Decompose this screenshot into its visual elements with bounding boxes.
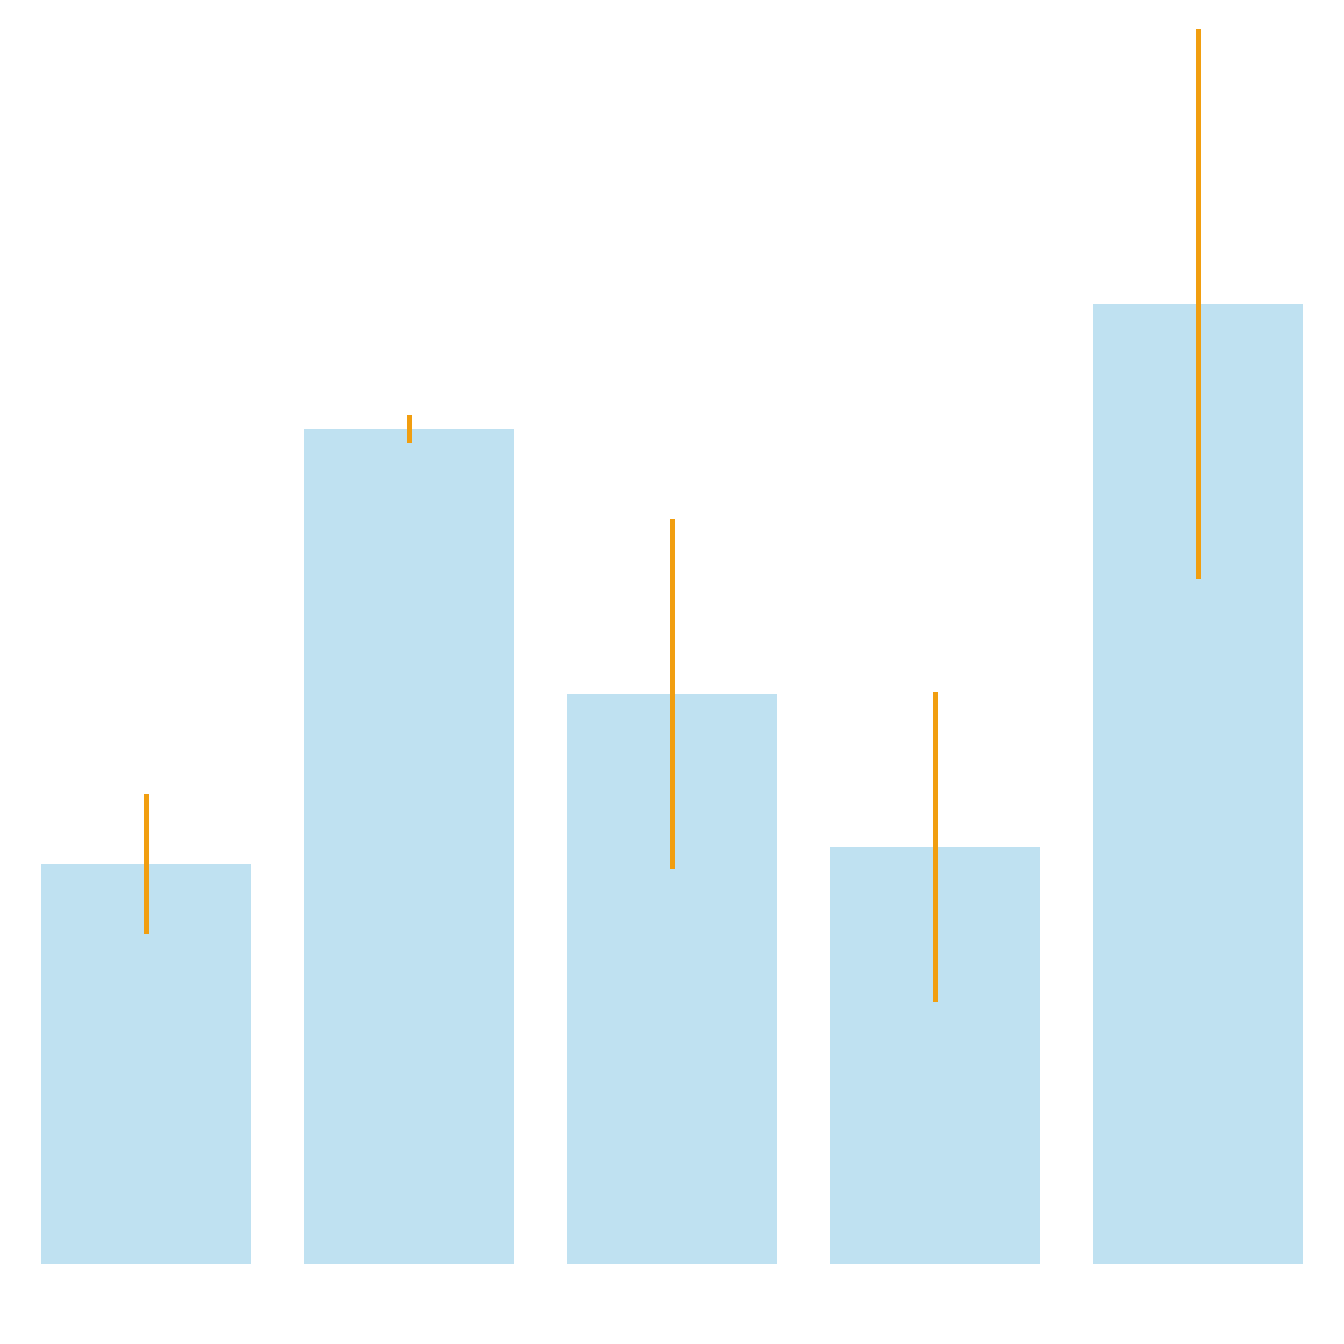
error-bar-5 xyxy=(1196,29,1201,579)
error-bar-3 xyxy=(670,519,675,869)
bar-2 xyxy=(304,429,514,1264)
error-bar-2 xyxy=(407,415,412,443)
error-bar-4 xyxy=(933,692,938,1002)
error-bar-1 xyxy=(144,794,149,934)
bar-chart xyxy=(0,0,1344,1344)
